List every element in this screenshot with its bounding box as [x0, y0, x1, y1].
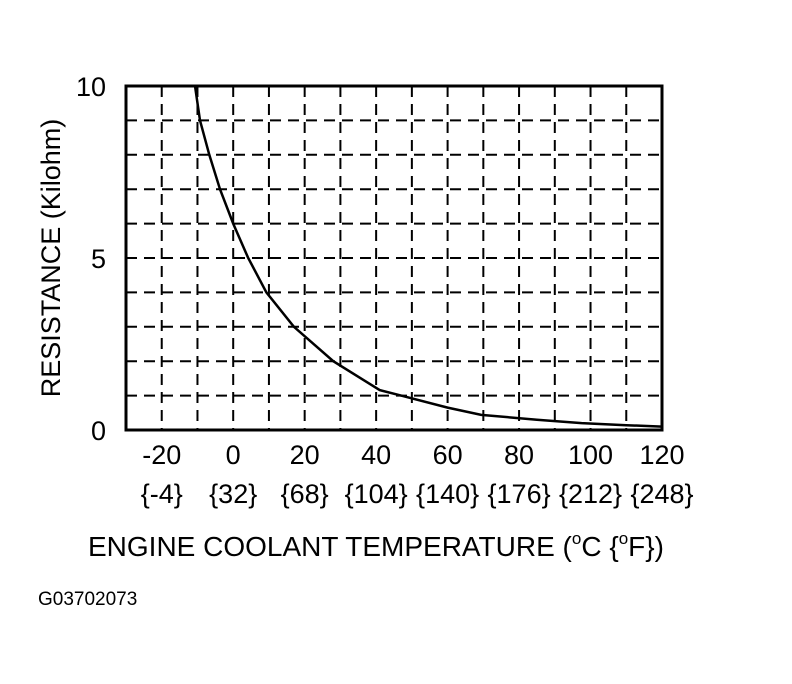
- x-tick-label-celsius: 100: [568, 440, 613, 470]
- y-tick-label: 10: [76, 72, 106, 102]
- x-tick-label-fahrenheit: {-4}: [141, 479, 183, 509]
- x-tick-labels: -20 {-4} 0 {32} 20 {68} 40 {104} 60 {140} 80 {176} 1…: [141, 440, 694, 509]
- x-tick-label-celsius: -20: [142, 440, 181, 470]
- x-tick-label-fahrenheit: {68}: [281, 479, 329, 509]
- x-tick-label-fahrenheit: {104}: [345, 479, 408, 509]
- x-tick-label-celsius: 120: [639, 440, 684, 470]
- x-tick-label-celsius: 0: [226, 440, 241, 470]
- x-tick-label-celsius: 40: [361, 440, 391, 470]
- x-tick-label-celsius: 60: [433, 440, 463, 470]
- y-tick-labels: 0 5 10: [76, 72, 106, 446]
- plot-frame: [124, 84, 664, 432]
- x-tick-label-celsius: 80: [504, 440, 534, 470]
- y-tick-label: 5: [91, 244, 106, 274]
- y-axis-label: RESISTANCE (Kilohm): [36, 119, 66, 398]
- grid: [126, 86, 662, 430]
- resistance-curve: [193, 85, 663, 428]
- x-tick-label-celsius: 20: [290, 440, 320, 470]
- x-tick-label-fahrenheit: {32}: [209, 479, 257, 509]
- figure-id: G03702073: [38, 589, 137, 610]
- x-tick-label-fahrenheit: {212}: [559, 479, 622, 509]
- y-tick-label: 0: [91, 416, 106, 446]
- x-tick-label-fahrenheit: {248}: [630, 479, 693, 509]
- x-tick-label-fahrenheit: {140}: [416, 479, 479, 509]
- x-axis-label: ENGINE COOLANT TEMPERATURE (oC {oF}): [88, 529, 664, 562]
- x-tick-label-fahrenheit: {176}: [488, 479, 551, 509]
